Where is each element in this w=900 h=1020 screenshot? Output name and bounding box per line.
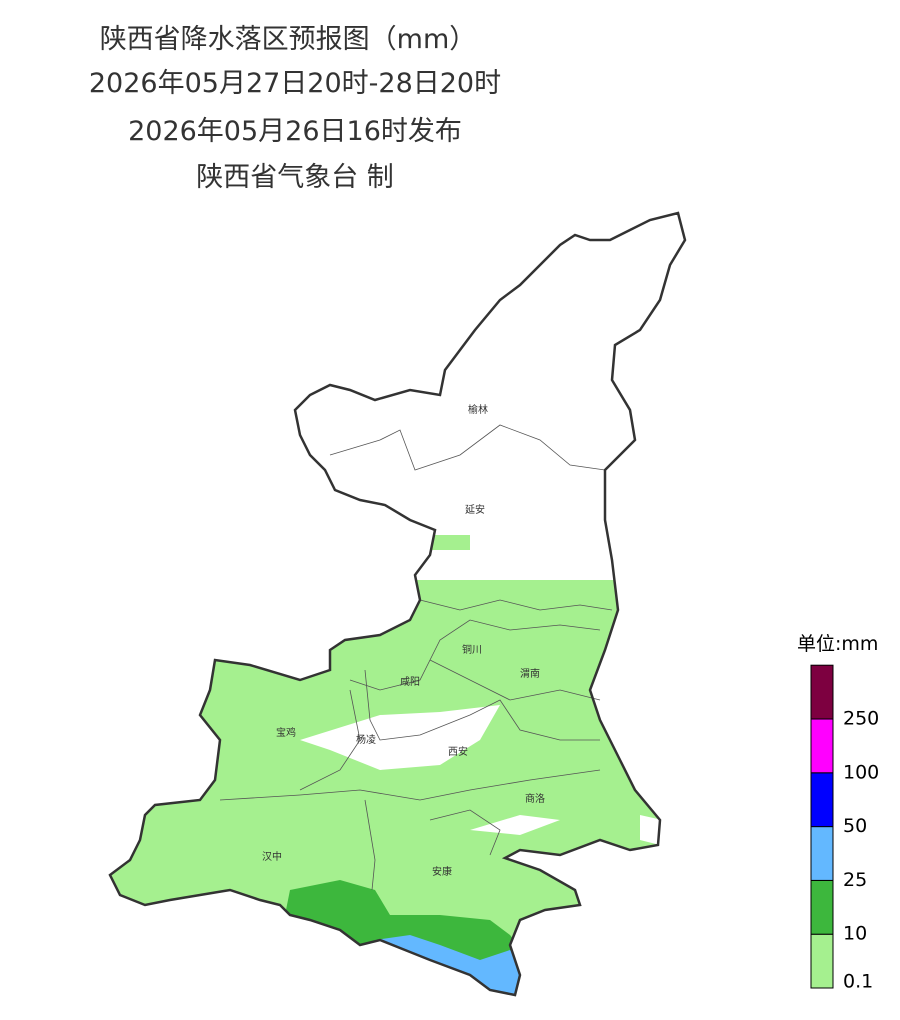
legend-swatch (810, 772, 834, 828)
legend-swatch (810, 826, 834, 881)
legend-swatch (810, 664, 834, 720)
dry-area (640, 815, 662, 845)
city-label: 渭南 (520, 667, 540, 680)
title: 陕西省降水落区预报图（mm） (100, 24, 477, 55)
legend-label: 100 (843, 761, 879, 783)
issuer: 陕西省气象台 制 (196, 162, 394, 193)
rain-areas (110, 535, 685, 995)
legend-label: 10 (843, 923, 867, 945)
city-label: 汉中 (262, 850, 282, 863)
issued: 2026年05月26日16时发布 (128, 116, 462, 147)
city-label: 商洛 (525, 792, 545, 805)
legend-swatch (810, 718, 834, 774)
district-borders (219, 424, 613, 891)
city-label: 杨凌 (356, 733, 376, 746)
legend-label: 25 (843, 869, 867, 891)
legend-title: 单位:mm (797, 633, 878, 655)
legend-swatch (810, 933, 834, 989)
city-label: 铜川 (462, 644, 482, 656)
dry-area (400, 560, 620, 580)
legend-swatch (810, 879, 834, 935)
city-label: 宝鸡 (276, 726, 296, 739)
legend-label: 0.1 (843, 971, 873, 993)
city-label: 延安 (465, 503, 485, 516)
rain-light (430, 535, 470, 550)
city-label: 咸阳 (400, 676, 420, 688)
legend: 0.1 10 25 50 100 250 (810, 664, 879, 993)
city-label: 西安 (448, 745, 468, 758)
city-label: 榆林 (468, 403, 488, 416)
legend-label: 50 (843, 815, 867, 837)
period: 2026年05月27日20时-28日20时 (89, 68, 501, 99)
dry-area (470, 815, 560, 835)
city-label: 安康 (432, 865, 452, 878)
legend-label: 250 (843, 708, 879, 730)
